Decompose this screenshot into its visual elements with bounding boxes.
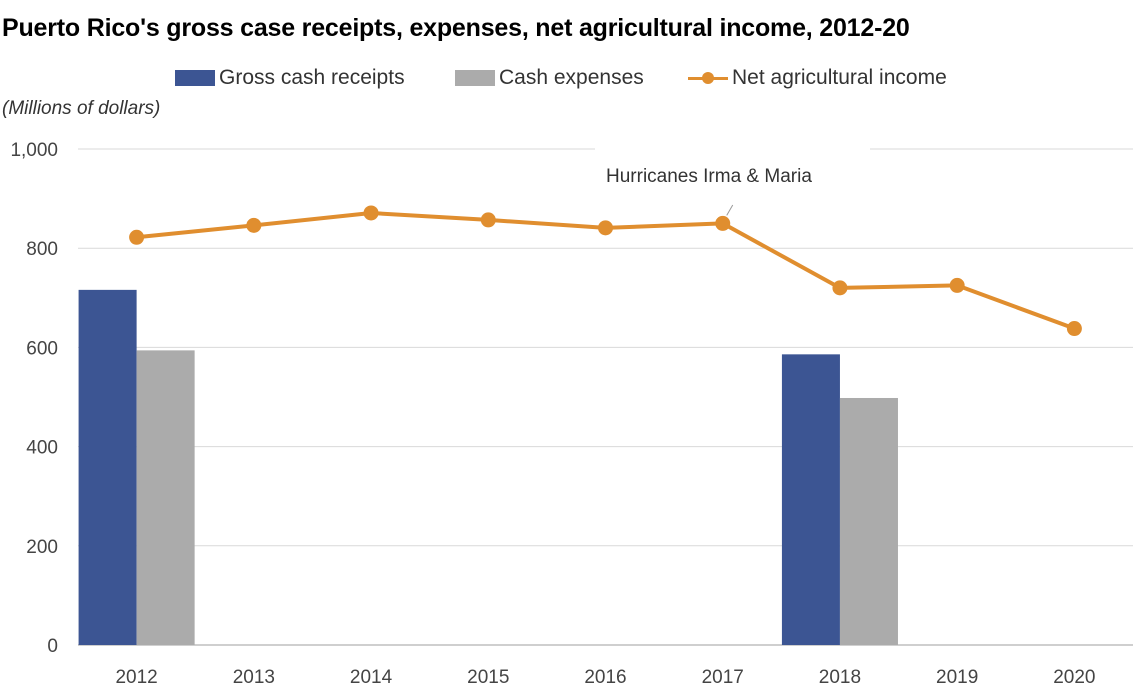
y-tick-label: 600 — [26, 338, 58, 359]
legend-swatch-net — [688, 70, 728, 86]
bar-gross-cash-receipts — [781, 354, 840, 645]
x-tick-label: 2018 — [819, 667, 861, 688]
net-income-point — [1066, 321, 1082, 337]
legend: Gross cash receipts Cash expenses Net ag… — [0, 63, 1140, 93]
legend-item-gross: Gross cash receipts — [175, 63, 405, 93]
legend-swatch-gross — [175, 70, 215, 86]
net-income-point — [832, 280, 848, 296]
x-tick-label: 2015 — [467, 667, 509, 688]
x-tick-label: 2020 — [1053, 667, 1095, 688]
y-tick-label: 1,000 — [10, 140, 58, 161]
axis-ticks: 0 200 400 600 800 1,000 2012 2013 2014 2015 2016 20… — [10, 140, 1095, 688]
y-tick-label: 200 — [26, 537, 58, 558]
legend-item-expenses: Cash expenses — [455, 63, 644, 93]
bars — [78, 289, 898, 645]
y-axis-unit-label: (Millions of dollars) — [2, 98, 161, 119]
net-income-line — [129, 205, 1082, 337]
y-tick-label: 800 — [26, 239, 58, 260]
x-tick-label: 2014 — [350, 667, 393, 688]
legend-item-net: Net agricultural income — [688, 63, 947, 93]
legend-label-net: Net agricultural income — [732, 66, 947, 89]
x-tick-label: 2012 — [115, 667, 157, 688]
x-tick-label: 2016 — [584, 667, 626, 688]
annotation: Hurricanes Irma & Maria — [606, 166, 812, 216]
net-income-point — [129, 229, 145, 245]
legend-swatch-expenses — [455, 70, 495, 86]
x-tick-label: 2013 — [233, 667, 275, 688]
net-income-point — [715, 215, 731, 231]
annotation-leader-line — [726, 204, 734, 216]
net-income-point — [949, 277, 965, 293]
y-tick-label: 400 — [26, 438, 58, 459]
x-tick-label: 2019 — [936, 667, 978, 688]
x-tick-label: 2017 — [702, 667, 744, 688]
legend-label-gross: Gross cash receipts — [219, 66, 405, 89]
net-income-point — [246, 217, 262, 233]
net-income-point — [480, 212, 496, 228]
net-income-point — [598, 220, 613, 236]
bar-cash-expenses — [839, 397, 898, 645]
annotation-text: Hurricanes Irma & Maria — [606, 166, 812, 187]
legend-label-expenses: Cash expenses — [499, 66, 644, 89]
gridlines — [78, 148, 1133, 646]
bar-gross-cash-receipts — [78, 289, 137, 645]
net-income-point — [363, 205, 379, 221]
y-tick-label: 0 — [47, 636, 58, 657]
chart-title: Puerto Rico's gross case receipts, expen… — [2, 14, 910, 42]
bar-cash-expenses — [136, 350, 195, 645]
